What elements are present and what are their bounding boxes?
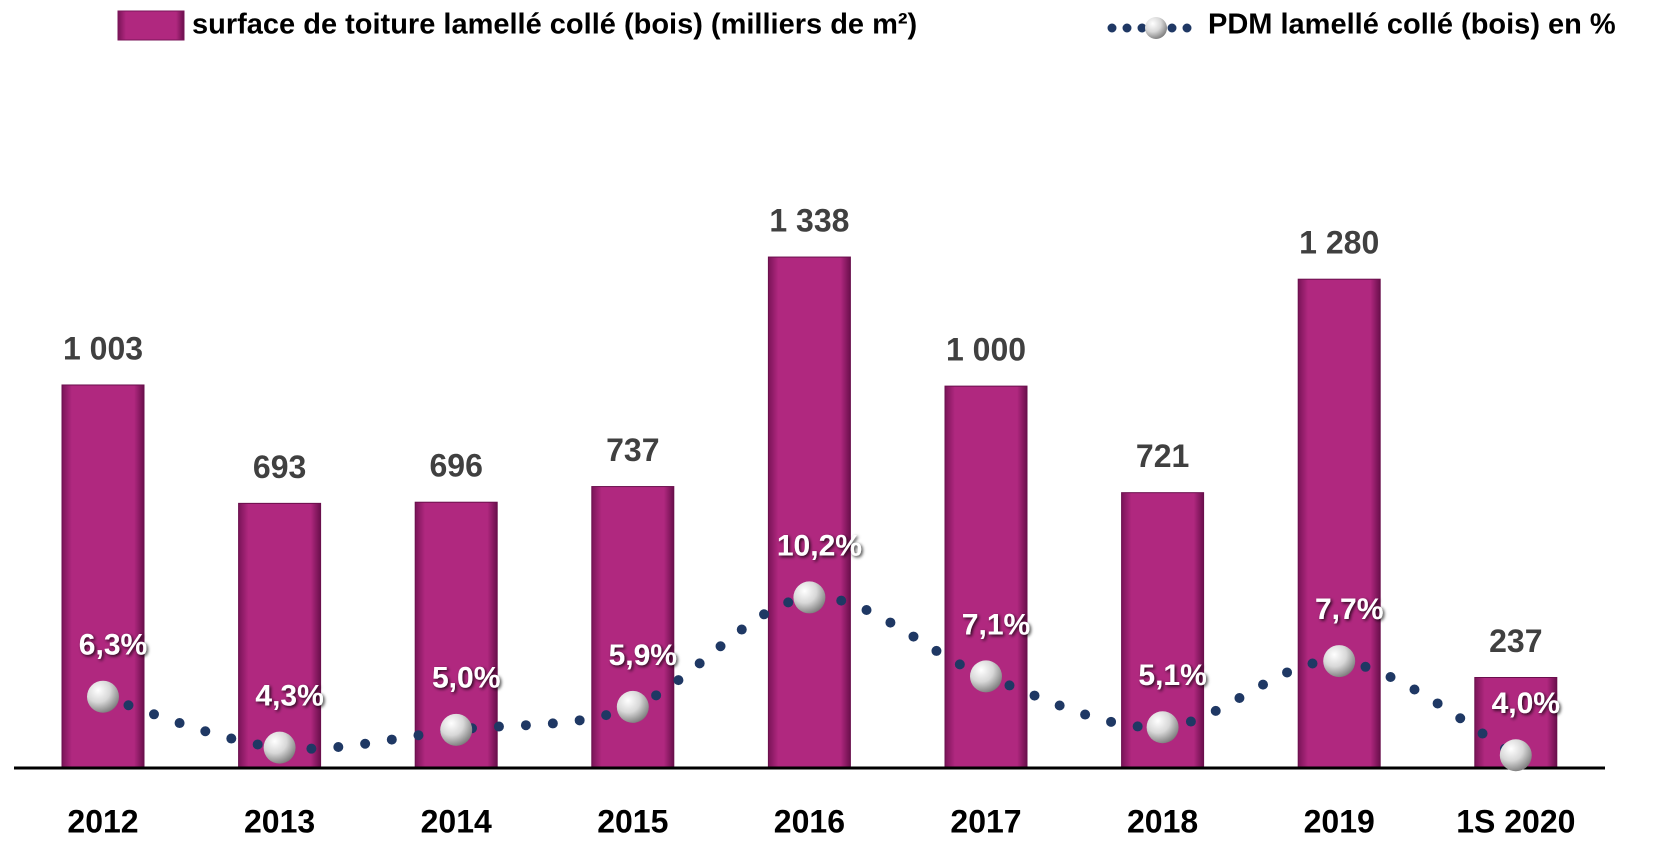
- bar: [591, 486, 675, 769]
- bar-value-label: 696: [430, 448, 483, 484]
- line-value-label: 5,0%: [432, 662, 500, 695]
- x-tick-label: 2014: [421, 803, 492, 839]
- bars: 1 003 693 696 737 1 338 1 000 721 1 280 237: [14, 203, 1605, 770]
- line-marker: [263, 731, 296, 764]
- line-marker: [970, 660, 1002, 693]
- x-tick-label: 2015: [597, 803, 668, 839]
- bar-value-label: 1 280: [1299, 225, 1379, 261]
- legend-label: surface de toiture lamellé collé (bois) …: [192, 9, 917, 41]
- line-value-label: 5,1%: [1138, 659, 1206, 692]
- bar: [944, 385, 1028, 769]
- bar-value-label: 737: [606, 432, 659, 468]
- line-value-label: 5,9%: [609, 639, 677, 672]
- x-tick-label: 2018: [1127, 803, 1198, 839]
- x-tick-label: 2017: [950, 803, 1021, 839]
- bar-value-label: 1 338: [769, 203, 849, 239]
- line-value-label: 4,0%: [1492, 687, 1560, 720]
- line-value-label: 7,7%: [1315, 593, 1383, 626]
- line-value-label: 4,3%: [255, 680, 323, 713]
- bar-value-label: 721: [1136, 438, 1189, 474]
- x-tick-label: 2012: [67, 803, 138, 839]
- x-tick-label: 2016: [774, 803, 845, 839]
- line-value-label: 7,1%: [962, 608, 1030, 641]
- line-marker: [1323, 645, 1356, 678]
- line: [98, 592, 1521, 761]
- bar-value-label: 1 000: [946, 332, 1026, 368]
- x-tick-label: 2019: [1304, 803, 1375, 839]
- overlay: 6,3% 4,3% 5,0% 5,9% 10,2% 7,1% 5,1% 7,7% 4,0%: [79, 529, 1560, 772]
- bar-value-label: 1 003: [63, 330, 143, 366]
- line-marker: [87, 680, 119, 713]
- bar: [767, 256, 851, 769]
- bar-value-label: 237: [1489, 623, 1542, 659]
- line-marker: [440, 713, 473, 746]
- x-tick-label: 1S 2020: [1456, 803, 1575, 839]
- line-marker: [793, 581, 826, 614]
- bar: [238, 502, 322, 769]
- legend-line-icon: [1107, 17, 1205, 39]
- bar-value-label: 693: [253, 449, 306, 485]
- x-tick-label: 2013: [244, 803, 315, 839]
- legend-swatch: [117, 10, 185, 41]
- line-marker: [1499, 739, 1532, 772]
- line-value-label: 10,2%: [777, 529, 862, 562]
- legend: surface de toiture lamellé collé (bois) …: [117, 9, 1616, 41]
- legend-label: PDM lamellé collé (bois) en %: [1208, 9, 1616, 41]
- line-marker: [1146, 711, 1179, 744]
- line-value-label: 6,3%: [79, 629, 147, 662]
- bar: [1297, 278, 1381, 769]
- line-marker: [616, 690, 649, 723]
